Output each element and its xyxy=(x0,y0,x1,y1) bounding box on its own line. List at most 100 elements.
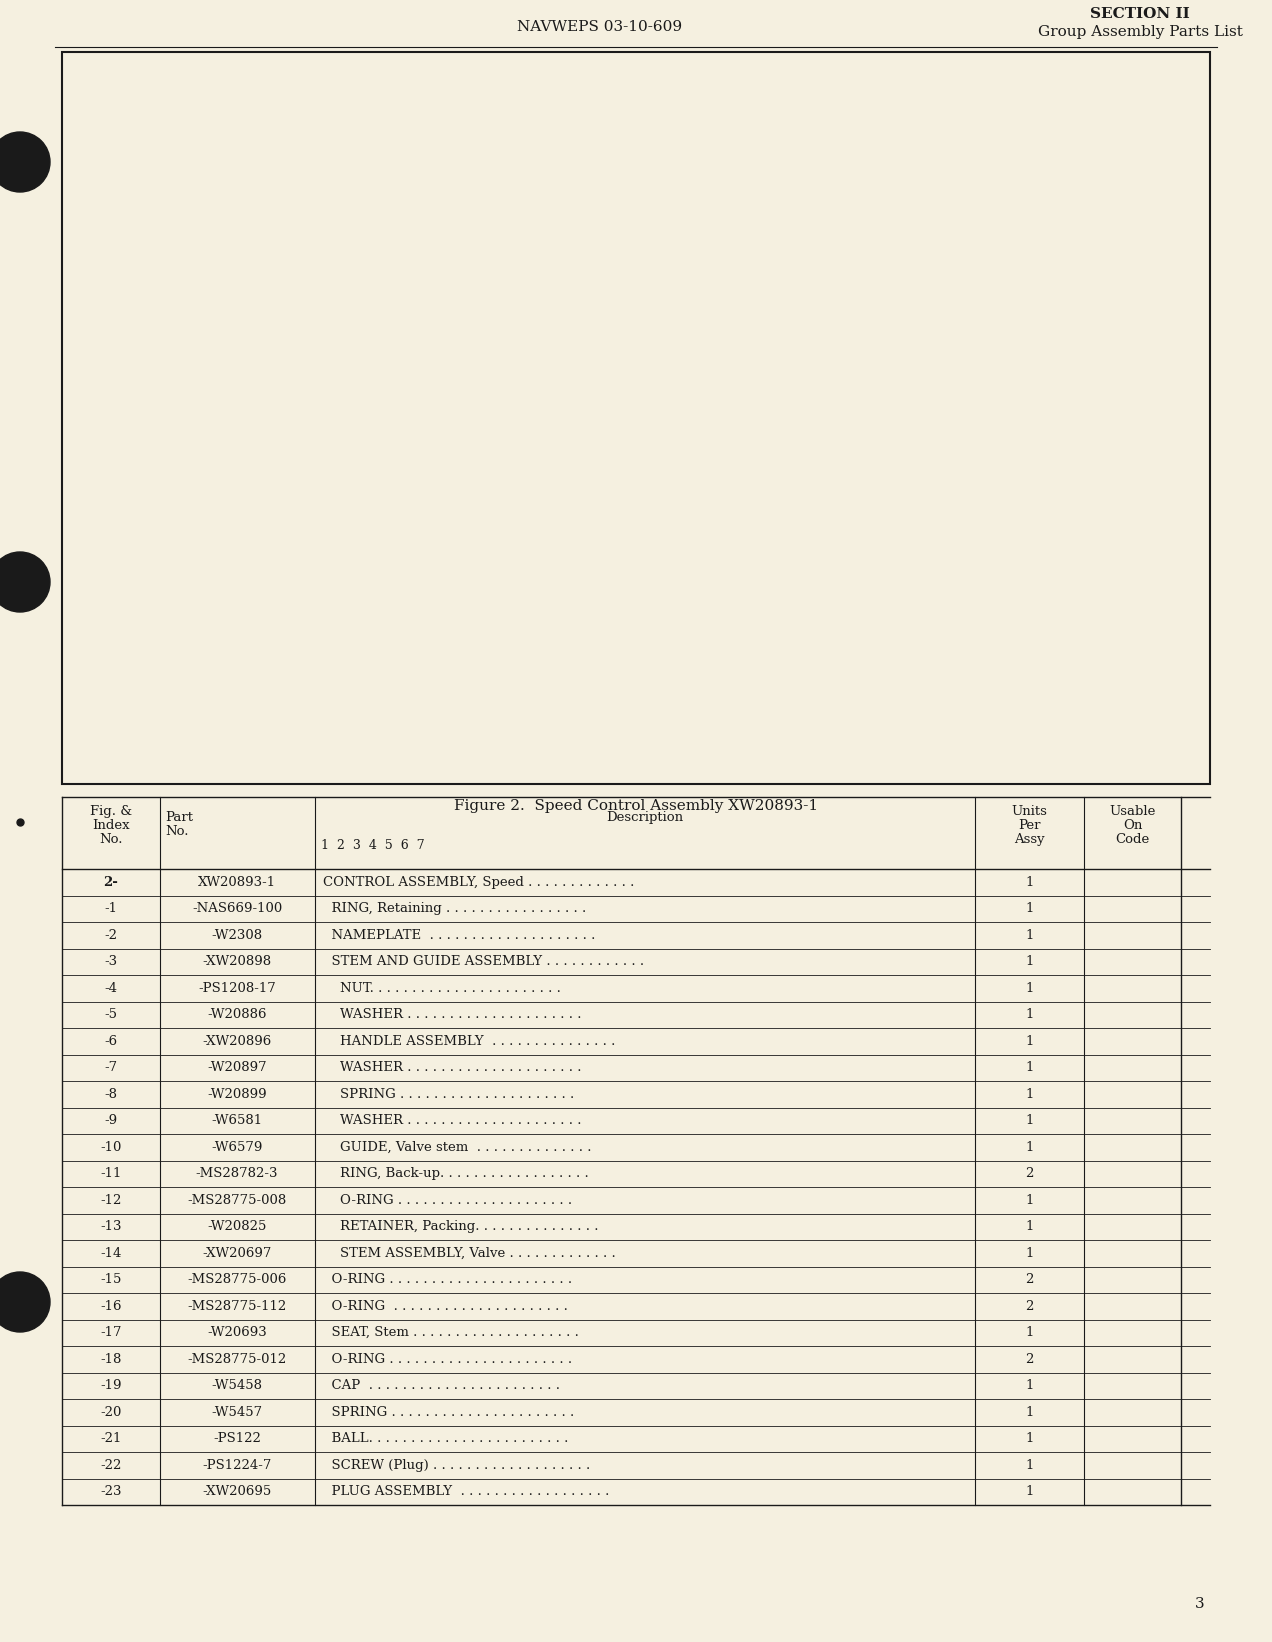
Text: O-RING . . . . . . . . . . . . . . . . . . . . . .: O-RING . . . . . . . . . . . . . . . . .… xyxy=(323,1273,571,1286)
Text: -W20693: -W20693 xyxy=(207,1327,267,1340)
Text: 2: 2 xyxy=(1025,1273,1033,1286)
Text: Fig. &: Fig. & xyxy=(90,805,132,818)
Text: -XW20898: -XW20898 xyxy=(202,956,272,969)
Text: -22: -22 xyxy=(100,1458,122,1471)
Text: -W6579: -W6579 xyxy=(211,1141,263,1154)
Text: -MS28775-012: -MS28775-012 xyxy=(187,1353,286,1366)
Text: 1: 1 xyxy=(1025,1406,1033,1419)
Text: -5: -5 xyxy=(104,1008,117,1021)
Text: XW20893-1: XW20893-1 xyxy=(198,875,276,888)
Text: 1: 1 xyxy=(1025,901,1033,915)
Text: WASHER . . . . . . . . . . . . . . . . . . . . .: WASHER . . . . . . . . . . . . . . . . .… xyxy=(323,1061,581,1074)
Text: -W20899: -W20899 xyxy=(207,1087,267,1100)
Text: -15: -15 xyxy=(100,1273,122,1286)
Text: 1: 1 xyxy=(1025,1034,1033,1048)
Text: 1: 1 xyxy=(1025,875,1033,888)
Text: Units: Units xyxy=(1011,805,1047,818)
Circle shape xyxy=(0,1273,50,1332)
Text: 1: 1 xyxy=(1025,1194,1033,1207)
Text: -XW20697: -XW20697 xyxy=(202,1246,272,1259)
Text: BALL. . . . . . . . . . . . . . . . . . . . . . . .: BALL. . . . . . . . . . . . . . . . . . … xyxy=(323,1432,567,1445)
Text: -W2308: -W2308 xyxy=(211,929,262,943)
Text: O-RING  . . . . . . . . . . . . . . . . . . . . .: O-RING . . . . . . . . . . . . . . . . .… xyxy=(323,1300,567,1312)
Text: -13: -13 xyxy=(100,1220,122,1233)
Text: -MS28775-112: -MS28775-112 xyxy=(187,1300,286,1312)
Text: 1: 1 xyxy=(1025,1061,1033,1074)
Text: WASHER . . . . . . . . . . . . . . . . . . . . .: WASHER . . . . . . . . . . . . . . . . .… xyxy=(323,1008,581,1021)
Text: O-RING . . . . . . . . . . . . . . . . . . . . .: O-RING . . . . . . . . . . . . . . . . .… xyxy=(323,1194,571,1207)
Text: Usable: Usable xyxy=(1109,805,1156,818)
Text: -1: -1 xyxy=(104,901,117,915)
Text: -W20886: -W20886 xyxy=(207,1008,267,1021)
Text: 1: 1 xyxy=(1025,1087,1033,1100)
Circle shape xyxy=(0,552,50,612)
Text: -8: -8 xyxy=(104,1087,117,1100)
Text: -7: -7 xyxy=(104,1061,117,1074)
Text: 1: 1 xyxy=(1025,929,1033,943)
Text: -16: -16 xyxy=(100,1300,122,1312)
Text: -W5458: -W5458 xyxy=(211,1379,262,1392)
Text: 1: 1 xyxy=(1025,1220,1033,1233)
Text: -PS122: -PS122 xyxy=(214,1432,261,1445)
Text: -2: -2 xyxy=(104,929,117,943)
Text: 2: 2 xyxy=(1025,1167,1033,1181)
Text: No.: No. xyxy=(165,824,190,837)
Text: SECTION II: SECTION II xyxy=(1090,7,1189,21)
Text: 3: 3 xyxy=(1196,1598,1205,1611)
Text: RING, Back-up. . . . . . . . . . . . . . . . . .: RING, Back-up. . . . . . . . . . . . . .… xyxy=(323,1167,589,1181)
Text: 1: 1 xyxy=(1025,1379,1033,1392)
Text: -W20897: -W20897 xyxy=(207,1061,267,1074)
Text: -12: -12 xyxy=(100,1194,122,1207)
Text: -21: -21 xyxy=(100,1432,122,1445)
Text: -10: -10 xyxy=(100,1141,122,1154)
Text: SCREW (Plug) . . . . . . . . . . . . . . . . . . .: SCREW (Plug) . . . . . . . . . . . . . .… xyxy=(323,1458,590,1471)
Text: NAMEPLATE  . . . . . . . . . . . . . . . . . . . .: NAMEPLATE . . . . . . . . . . . . . . . … xyxy=(323,929,595,943)
Text: -19: -19 xyxy=(100,1379,122,1392)
Text: CONTROL ASSEMBLY, Speed . . . . . . . . . . . . .: CONTROL ASSEMBLY, Speed . . . . . . . . … xyxy=(323,875,633,888)
Text: Group Assembly Parts List: Group Assembly Parts List xyxy=(1038,25,1243,39)
Text: 2: 2 xyxy=(1025,1300,1033,1312)
Text: -4: -4 xyxy=(104,982,117,995)
Text: -NAS669-100: -NAS669-100 xyxy=(192,901,282,915)
Text: -14: -14 xyxy=(100,1246,122,1259)
Text: -6: -6 xyxy=(104,1034,117,1048)
Text: CAP  . . . . . . . . . . . . . . . . . . . . . . .: CAP . . . . . . . . . . . . . . . . . . … xyxy=(323,1379,560,1392)
Text: GUIDE, Valve stem  . . . . . . . . . . . . . .: GUIDE, Valve stem . . . . . . . . . . . … xyxy=(323,1141,591,1154)
Text: SEAT, Stem . . . . . . . . . . . . . . . . . . . .: SEAT, Stem . . . . . . . . . . . . . . .… xyxy=(323,1327,579,1340)
Text: -11: -11 xyxy=(100,1167,122,1181)
Text: -23: -23 xyxy=(100,1486,122,1498)
Text: PLUG ASSEMBLY  . . . . . . . . . . . . . . . . . .: PLUG ASSEMBLY . . . . . . . . . . . . . … xyxy=(323,1486,609,1498)
Text: SPRING . . . . . . . . . . . . . . . . . . . . . .: SPRING . . . . . . . . . . . . . . . . .… xyxy=(323,1406,574,1419)
Text: -PS1208-17: -PS1208-17 xyxy=(198,982,276,995)
Text: -3: -3 xyxy=(104,956,117,969)
Text: RING, Retaining . . . . . . . . . . . . . . . . .: RING, Retaining . . . . . . . . . . . . … xyxy=(323,901,586,915)
Text: -W5457: -W5457 xyxy=(211,1406,262,1419)
Text: -9: -9 xyxy=(104,1115,117,1128)
Text: -W20825: -W20825 xyxy=(207,1220,267,1233)
Text: Assy: Assy xyxy=(1014,832,1044,846)
Text: 1: 1 xyxy=(1025,1432,1033,1445)
Text: Per: Per xyxy=(1018,819,1040,832)
Text: -PS1224-7: -PS1224-7 xyxy=(202,1458,272,1471)
Text: -20: -20 xyxy=(100,1406,122,1419)
Text: -18: -18 xyxy=(100,1353,122,1366)
Text: 2-: 2- xyxy=(103,875,118,888)
Text: 1: 1 xyxy=(1025,1458,1033,1471)
Text: 1: 1 xyxy=(1025,1327,1033,1340)
Text: 1  2  3  4  5  6  7: 1 2 3 4 5 6 7 xyxy=(321,839,424,852)
Text: -MS28775-008: -MS28775-008 xyxy=(187,1194,286,1207)
Text: -MS28775-006: -MS28775-006 xyxy=(187,1273,286,1286)
Text: Part: Part xyxy=(165,811,193,824)
Text: WASHER . . . . . . . . . . . . . . . . . . . . .: WASHER . . . . . . . . . . . . . . . . .… xyxy=(323,1115,581,1128)
Text: 1: 1 xyxy=(1025,1246,1033,1259)
Text: O-RING . . . . . . . . . . . . . . . . . . . . . .: O-RING . . . . . . . . . . . . . . . . .… xyxy=(323,1353,571,1366)
Text: RETAINER, Packing. . . . . . . . . . . . . . .: RETAINER, Packing. . . . . . . . . . . .… xyxy=(323,1220,598,1233)
Text: 1: 1 xyxy=(1025,1141,1033,1154)
Text: STEM ASSEMBLY, Valve . . . . . . . . . . . . .: STEM ASSEMBLY, Valve . . . . . . . . . .… xyxy=(323,1246,616,1259)
Text: Index: Index xyxy=(92,819,130,832)
Text: Figure 2.  Speed Control Assembly XW20893-1: Figure 2. Speed Control Assembly XW20893… xyxy=(454,800,818,813)
Text: Description: Description xyxy=(605,811,683,824)
Text: HANDLE ASSEMBLY  . . . . . . . . . . . . . . .: HANDLE ASSEMBLY . . . . . . . . . . . . … xyxy=(323,1034,614,1048)
Text: -XW20896: -XW20896 xyxy=(202,1034,272,1048)
Text: -W6581: -W6581 xyxy=(211,1115,262,1128)
